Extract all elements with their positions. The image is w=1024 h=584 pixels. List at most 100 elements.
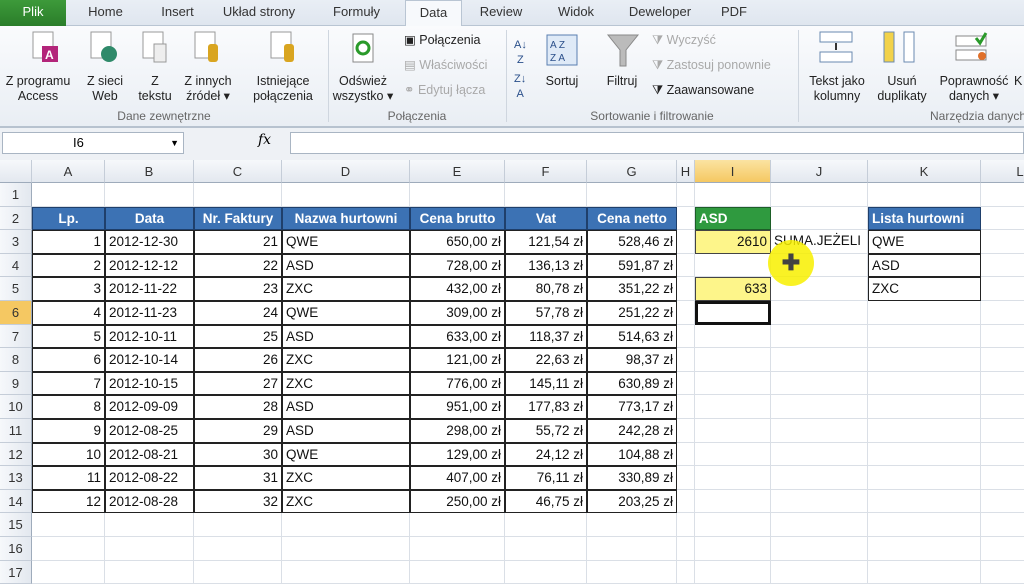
table-cell[interactable]: 118,37 zł <box>505 324 587 349</box>
table-cell[interactable]: 3 <box>32 277 105 301</box>
existing-connections-button[interactable]: Istniejące połączenia <box>246 74 320 104</box>
table-cell[interactable]: 7 <box>32 371 105 396</box>
table-cell[interactable]: 298,00 zł <box>410 419 505 443</box>
table-cell[interactable]: 6 <box>32 348 105 372</box>
column-header-D[interactable]: D <box>282 160 410 183</box>
table-cell[interactable]: 2012-08-21 <box>105 442 194 467</box>
tab-pdf[interactable]: PDF <box>721 4 747 19</box>
table-cell[interactable]: 22 <box>194 253 282 278</box>
table-header-cell[interactable]: Cena netto <box>587 206 677 231</box>
from-other-sources-button[interactable]: Z innych źródeł ▾ <box>180 74 236 104</box>
column-header-I[interactable]: I <box>695 160 771 183</box>
row-header-10[interactable]: 10 <box>0 395 32 419</box>
row-header-11[interactable]: 11 <box>0 419 32 443</box>
list-header-cell[interactable]: Lista hurtowni <box>868 206 981 231</box>
row-header-7[interactable]: 7 <box>0 324 32 349</box>
table-header-cell[interactable]: Data <box>105 206 194 231</box>
table-cell[interactable]: 57,78 zł <box>505 301 587 325</box>
table-cell[interactable]: 728,00 zł <box>410 253 505 278</box>
table-cell[interactable]: 242,28 zł <box>587 419 677 443</box>
table-cell[interactable]: 2 <box>32 253 105 278</box>
table-cell[interactable]: 2012-11-23 <box>105 301 194 325</box>
table-cell[interactable]: 177,83 zł <box>505 395 587 419</box>
table-cell[interactable]: 2012-08-28 <box>105 489 194 514</box>
table-cell[interactable]: 630,89 zł <box>587 371 677 396</box>
worksheet-grid[interactable]: A B C D E F G H I J K L 1 2 3 4 5 6 7 8 9 10 11 12 13 14 15 16 17 Lp.… <box>0 160 1024 584</box>
table-cell[interactable]: 11 <box>32 466 105 490</box>
table-cell[interactable]: 121,54 zł <box>505 230 587 254</box>
table-cell[interactable]: 23 <box>194 277 282 301</box>
column-header-C[interactable]: C <box>194 160 282 183</box>
sort-az-button[interactable]: A↓ Z <box>514 39 527 66</box>
row-header-15[interactable]: 15 <box>0 513 32 537</box>
column-header-B[interactable]: B <box>105 160 194 183</box>
row-header-9[interactable]: 9 <box>0 371 32 396</box>
table-cell[interactable]: 203,25 zł <box>587 489 677 514</box>
table-cell[interactable]: 31 <box>194 466 282 490</box>
table-cell[interactable]: 121,00 zł <box>410 348 505 372</box>
tab-widok[interactable]: Widok <box>557 4 595 19</box>
select-all-corner[interactable] <box>0 160 32 183</box>
table-header-cell[interactable]: Vat <box>505 206 587 231</box>
column-header-E[interactable]: E <box>410 160 505 183</box>
advanced-filter-button[interactable]: ⧩ Zaawansowane <box>652 83 755 97</box>
row-header-16[interactable]: 16 <box>0 537 32 561</box>
row-header-2[interactable]: 2 <box>0 206 32 231</box>
data-validation-button[interactable]: Poprawność danych ▾ <box>934 74 1014 104</box>
table-cell[interactable]: QWE <box>282 301 410 325</box>
tab-review[interactable]: Review <box>479 4 523 19</box>
edit-links-button[interactable]: ⚭ Edytuj łącza <box>404 83 486 97</box>
reapply-button[interactable]: ⧩ Zastosuj ponownie <box>652 58 771 72</box>
criteria-header-cell[interactable]: ASD <box>695 206 771 231</box>
table-cell[interactable]: 2012-10-15 <box>105 371 194 396</box>
table-cell[interactable]: 432,00 zł <box>410 277 505 301</box>
table-cell[interactable]: 29 <box>194 419 282 443</box>
table-cell[interactable]: 650,00 zł <box>410 230 505 254</box>
table-cell[interactable]: 330,89 zł <box>587 466 677 490</box>
result-cell[interactable]: 633 <box>695 277 771 301</box>
row-header-4[interactable]: 4 <box>0 253 32 278</box>
table-cell[interactable]: 21 <box>194 230 282 254</box>
table-cell[interactable]: 145,11 zł <box>505 371 587 396</box>
table-cell[interactable]: 25 <box>194 324 282 349</box>
row-header-5[interactable]: 5 <box>0 277 32 301</box>
sort-za-button[interactable]: Z↓ A <box>514 73 527 100</box>
table-cell[interactable]: 2012-10-14 <box>105 348 194 372</box>
column-header-H[interactable]: H <box>677 160 695 183</box>
table-cell[interactable]: ASD <box>282 395 410 419</box>
table-cell[interactable]: 8 <box>32 395 105 419</box>
tab-data[interactable]: Data <box>405 0 462 27</box>
row-header-1[interactable]: 1 <box>0 183 32 207</box>
row-header-17[interactable]: 17 <box>0 560 32 584</box>
table-cell[interactable]: 9 <box>32 419 105 443</box>
table-cell[interactable]: 22,63 zł <box>505 348 587 372</box>
table-cell[interactable]: 98,37 zł <box>587 348 677 372</box>
tab-home[interactable]: Home <box>88 4 123 19</box>
table-cell[interactable]: 24,12 zł <box>505 442 587 467</box>
table-cell[interactable]: 2012-12-30 <box>105 230 194 254</box>
table-cell[interactable]: 32 <box>194 489 282 514</box>
formula-input[interactable] <box>290 132 1024 154</box>
table-cell[interactable]: ZXC <box>282 466 410 490</box>
table-cell[interactable]: 12 <box>32 489 105 514</box>
table-cell[interactable]: 514,63 zł <box>587 324 677 349</box>
table-cell[interactable]: 2012-08-25 <box>105 419 194 443</box>
table-cell[interactable]: ZXC <box>282 489 410 514</box>
table-cell[interactable]: QWE <box>282 442 410 467</box>
table-cell[interactable]: 28 <box>194 395 282 419</box>
table-cell[interactable]: ASD <box>282 253 410 278</box>
table-cell[interactable]: 309,00 zł <box>410 301 505 325</box>
table-cell[interactable]: 27 <box>194 371 282 396</box>
table-cell[interactable]: QWE <box>282 230 410 254</box>
sort-button[interactable]: Sortuj <box>540 74 584 89</box>
list-item[interactable]: ASD <box>868 253 981 278</box>
table-cell[interactable]: 129,00 zł <box>410 442 505 467</box>
table-cell[interactable]: 55,72 zł <box>505 419 587 443</box>
table-cell[interactable]: 2012-08-22 <box>105 466 194 490</box>
table-cell[interactable]: ZXC <box>282 371 410 396</box>
refresh-all-button[interactable]: Odśwież wszystko ▾ <box>328 74 398 104</box>
table-cell[interactable]: 776,00 zł <box>410 371 505 396</box>
tab-formuły[interactable]: Formuły <box>333 4 380 19</box>
table-cell[interactable]: 591,87 zł <box>587 253 677 278</box>
column-header-G[interactable]: G <box>587 160 677 183</box>
